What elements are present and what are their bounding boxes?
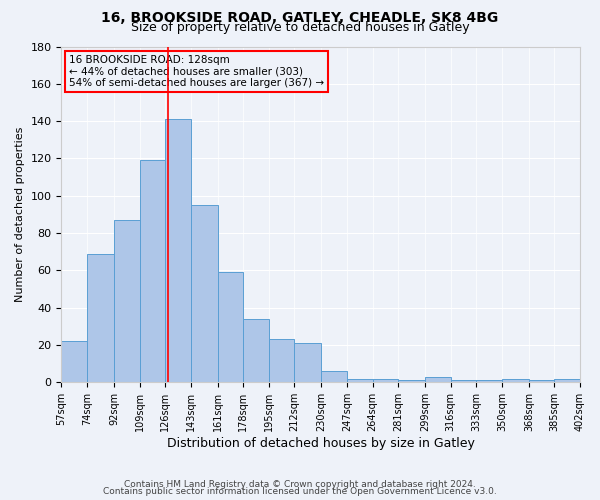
Bar [476, 380, 502, 382]
Bar [373, 378, 398, 382]
Bar [243, 319, 269, 382]
Bar [347, 378, 373, 382]
Bar [218, 272, 243, 382]
Text: Contains HM Land Registry data © Crown copyright and database right 2024.: Contains HM Land Registry data © Crown c… [124, 480, 476, 489]
Text: Contains public sector information licensed under the Open Government Licence v3: Contains public sector information licen… [103, 487, 497, 496]
Bar [554, 378, 580, 382]
Bar [87, 254, 114, 382]
Bar [451, 380, 476, 382]
Bar [398, 380, 425, 382]
Bar [322, 371, 347, 382]
Bar [529, 380, 554, 382]
Text: 16, BROOKSIDE ROAD, GATLEY, CHEADLE, SK8 4BG: 16, BROOKSIDE ROAD, GATLEY, CHEADLE, SK8… [101, 12, 499, 26]
Text: 16 BROOKSIDE ROAD: 128sqm
← 44% of detached houses are smaller (303)
54% of semi: 16 BROOKSIDE ROAD: 128sqm ← 44% of detac… [69, 55, 325, 88]
Bar [502, 378, 529, 382]
Y-axis label: Number of detached properties: Number of detached properties [15, 126, 25, 302]
Bar [269, 340, 295, 382]
Bar [140, 160, 165, 382]
Bar [425, 376, 451, 382]
Bar [114, 220, 140, 382]
Bar [295, 343, 322, 382]
X-axis label: Distribution of detached houses by size in Gatley: Distribution of detached houses by size … [167, 437, 475, 450]
Bar [61, 342, 87, 382]
Bar [191, 205, 218, 382]
Bar [165, 120, 191, 382]
Text: Size of property relative to detached houses in Gatley: Size of property relative to detached ho… [131, 22, 469, 35]
